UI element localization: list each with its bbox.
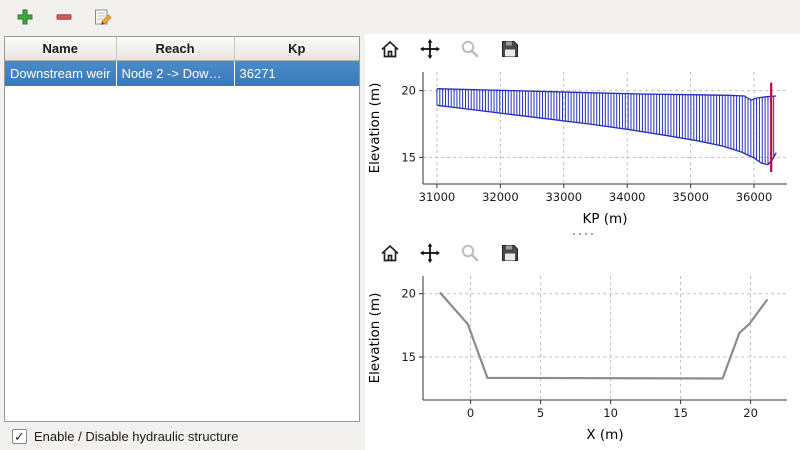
cell-name: Downstream weir — [5, 60, 117, 86]
svg-text:Elevation (m): Elevation (m) — [367, 293, 383, 384]
svg-text:35000: 35000 — [672, 190, 709, 204]
pan-icon — [420, 39, 440, 59]
svg-text:5: 5 — [537, 406, 544, 420]
add-structure-button[interactable] — [13, 5, 37, 29]
svg-text:20: 20 — [401, 287, 416, 301]
cross-section-chart[interactable]: 0 5 10 15 20 15 20 X (m) Elevation (m) — [365, 268, 799, 446]
zoom-icon — [461, 40, 479, 58]
plot-splitter[interactable] — [365, 230, 800, 238]
cell-kp: 36271 — [239, 66, 276, 81]
svg-text:31000: 31000 — [419, 190, 456, 204]
plus-icon — [17, 9, 33, 25]
home-button[interactable] — [377, 240, 403, 266]
column-header-reach[interactable]: Reach — [116, 37, 235, 61]
svg-text:15: 15 — [673, 406, 688, 420]
svg-text:34000: 34000 — [609, 190, 646, 204]
save-icon — [502, 245, 518, 261]
zoom-button[interactable] — [457, 240, 483, 266]
svg-text:KP (m): KP (m) — [583, 211, 628, 227]
structures-panel: Name Reach Kp Downstream weir Node 2 -> … — [4, 34, 360, 450]
pan-icon — [420, 243, 440, 263]
main-toolbar — [0, 0, 800, 34]
column-header-kp[interactable]: Kp — [234, 37, 359, 61]
zoom-icon — [461, 244, 479, 262]
longitudinal-profile-chart[interactable]: 31000 32000 33000 34000 35000 36000 15 20 KP (m)… — [365, 64, 799, 230]
zoom-button[interactable] — [457, 36, 483, 62]
save-button[interactable] — [497, 240, 523, 266]
svg-text:15: 15 — [401, 350, 416, 364]
plots-panel: 31000 32000 33000 34000 35000 36000 15 20 KP (m)… — [365, 34, 800, 450]
svg-text:X (m): X (m) — [586, 427, 623, 443]
svg-text:Elevation (m): Elevation (m) — [367, 83, 383, 174]
main-content: Name Reach Kp Downstream weir Node 2 -> … — [0, 34, 800, 450]
save-icon — [502, 41, 518, 57]
edit-icon — [95, 9, 112, 25]
svg-text:32000: 32000 — [482, 190, 519, 204]
svg-text:10: 10 — [603, 406, 618, 420]
svg-text:0: 0 — [467, 406, 474, 420]
cell-reach: Node 2 -> Down… — [116, 60, 235, 86]
structures-table: Name Reach Kp Downstream weir Node 2 -> … — [4, 36, 360, 422]
remove-structure-button[interactable] — [52, 5, 76, 29]
svg-text:15: 15 — [401, 150, 416, 164]
home-icon — [381, 40, 399, 58]
checkbox-box[interactable]: ✓ — [12, 428, 27, 444]
checkmark-icon: ✓ — [14, 428, 25, 444]
cross-section-panel: 0 5 10 15 20 15 20 X (m) Elevation (m) — [365, 238, 800, 450]
table-header-row: Name Reach Kp — [5, 37, 359, 61]
column-header-name[interactable]: Name — [5, 37, 117, 61]
pan-button[interactable] — [417, 240, 443, 266]
svg-text:33000: 33000 — [545, 190, 582, 204]
plot-toolbar-bottom — [365, 238, 800, 268]
save-button[interactable] — [497, 36, 523, 62]
table-row-downstream-weir[interactable]: Downstream weir Node 2 -> Down… 36271 — [5, 60, 359, 86]
pan-button[interactable] — [417, 36, 443, 62]
minus-icon — [56, 14, 72, 20]
plot-toolbar-top — [365, 34, 800, 64]
edit-structure-button[interactable] — [91, 5, 115, 29]
longitudinal-profile-panel: 31000 32000 33000 34000 35000 36000 15 20 KP (m)… — [365, 34, 800, 230]
enable-structure-checkbox[interactable]: ✓ Enable / Disable hydraulic structure — [4, 422, 360, 450]
home-button[interactable] — [377, 36, 403, 62]
enable-structure-label: Enable / Disable hydraulic structure — [34, 428, 239, 444]
svg-text:36000: 36000 — [736, 190, 773, 204]
svg-text:20: 20 — [743, 406, 758, 420]
home-icon — [381, 244, 399, 262]
svg-text:20: 20 — [401, 84, 416, 98]
